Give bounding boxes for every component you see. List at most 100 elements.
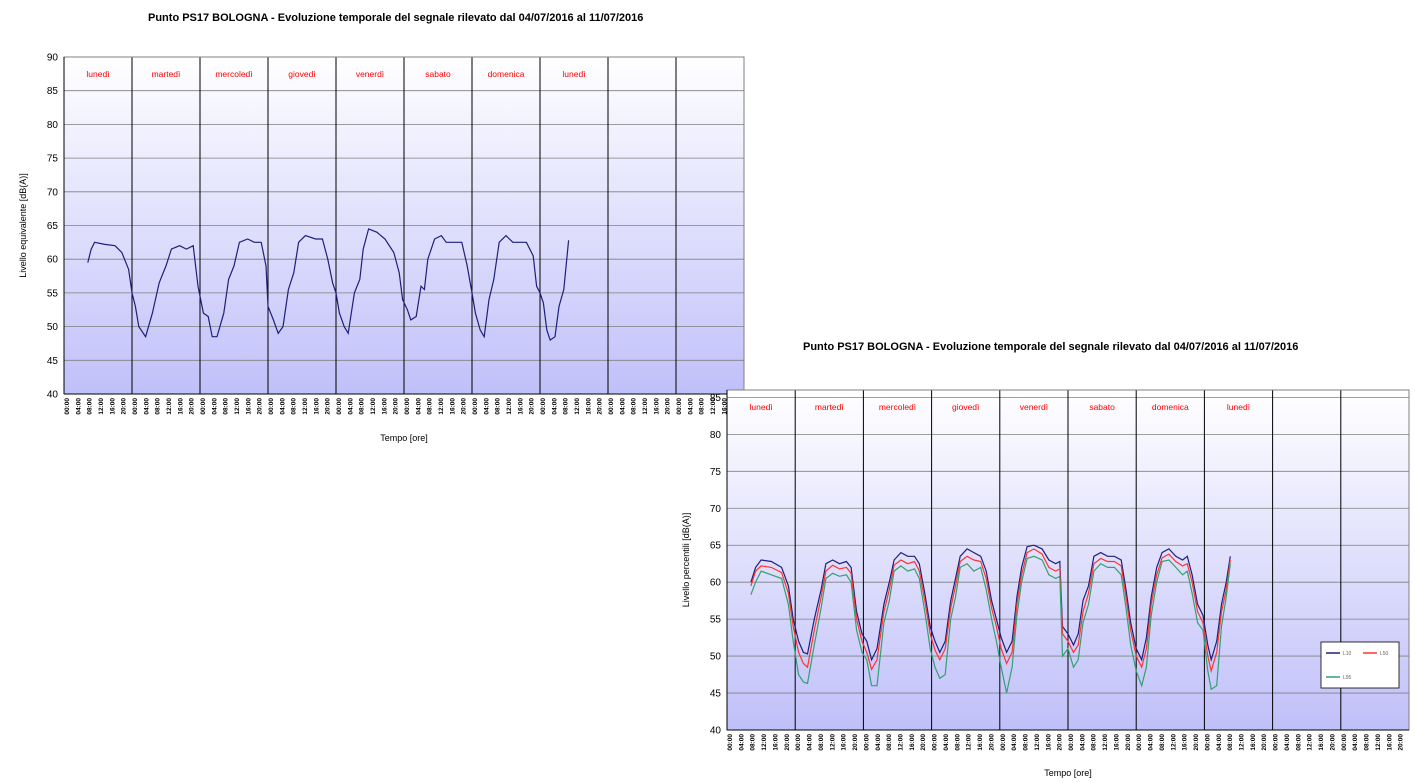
x-tick-label: 08:00 [223, 398, 230, 415]
x-tick-label: 04:00 [415, 398, 422, 415]
x-tick-label: 00:00 [863, 734, 870, 751]
day-label: sabato [425, 69, 451, 79]
legend-label: L95 [1343, 675, 1352, 681]
x-tick-label: 00:00 [1136, 734, 1143, 751]
x-tick-label: 16:00 [585, 398, 592, 415]
y-tick-label: 40 [47, 390, 59, 401]
x-tick-label: 12:00 [710, 398, 717, 415]
x-tick-label: 16:00 [245, 398, 252, 415]
x-tick-label: 08:00 [427, 398, 434, 415]
y-tick-label: 55 [47, 288, 59, 299]
x-tick-label: 12:00 [1034, 734, 1041, 751]
x-tick-label: 20:00 [920, 734, 927, 751]
x-tick-label: 16:00 [313, 398, 320, 415]
y-tick-label: 60 [710, 578, 722, 589]
x-tick-label: 04:00 [211, 398, 218, 415]
y-tick-label: 75 [710, 467, 722, 478]
y-axis-title: Livello equivalente [dB(A)] [18, 173, 28, 278]
day-label: domenica [1152, 402, 1189, 412]
y-tick-label: 80 [47, 120, 59, 131]
day-label: mercoledì [879, 402, 916, 412]
x-tick-label: 08:00 [1091, 734, 1098, 751]
x-tick-label: 04:00 [619, 398, 626, 415]
y-tick-label: 50 [710, 652, 722, 663]
chart2-title: Punto PS17 BOLOGNA - Evoluzione temporal… [803, 341, 1299, 353]
x-tick-label: 12:00 [898, 734, 905, 751]
x-tick-label: 08:00 [291, 398, 298, 415]
day-label: martedì [815, 402, 844, 412]
x-tick-label: 08:00 [87, 398, 94, 415]
y-tick-label: 45 [47, 356, 59, 367]
x-tick-label: 00:00 [1204, 734, 1211, 751]
day-label: lunedì [86, 69, 109, 79]
x-tick-label: 00:00 [64, 398, 71, 415]
x-tick-label: 00:00 [1273, 734, 1280, 751]
x-tick-label: 08:00 [155, 398, 162, 415]
x-tick-label: 08:00 [563, 398, 570, 415]
x-tick-label: 20:00 [1125, 734, 1132, 751]
x-tick-label: 12:00 [438, 398, 445, 415]
day-label: lunedì [1227, 402, 1250, 412]
x-tick-label: 12:00 [1170, 734, 1177, 751]
x-tick-label: 04:00 [1352, 734, 1359, 751]
x-tick-label: 20:00 [1329, 734, 1336, 751]
x-tick-label: 08:00 [954, 734, 961, 751]
x-tick-label: 08:00 [1364, 734, 1371, 751]
y-tick-label: 85 [710, 393, 722, 404]
x-tick-label: 04:00 [1079, 734, 1086, 751]
x-tick-label: 12:00 [234, 398, 241, 415]
series-line-L95 [750, 555, 1231, 694]
x-tick-label: 00:00 [676, 398, 683, 415]
legend: L10 L50 L95 [1320, 641, 1400, 689]
x-tick-label: 04:00 [75, 398, 82, 415]
x-tick-label: 16:00 [772, 734, 779, 751]
x-tick-label: 08:00 [1159, 734, 1166, 751]
x-tick-label: 16:00 [1182, 734, 1189, 751]
x-tick-label: 08:00 [1227, 734, 1234, 751]
x-tick-label: 00:00 [472, 398, 479, 415]
day-label: venerdì [356, 69, 384, 79]
day-label: domenica [488, 69, 525, 79]
y-tick-label: 80 [710, 430, 722, 441]
x-tick-label: 04:00 [551, 398, 558, 415]
x-tick-label: 20:00 [529, 398, 536, 415]
x-tick-label: 16:00 [1318, 734, 1325, 751]
x-tick-label: 00:00 [268, 398, 275, 415]
legend-box [1320, 641, 1400, 689]
x-tick-label: 04:00 [687, 398, 694, 415]
x-tick-label: 04:00 [143, 398, 150, 415]
x-tick-label: 20:00 [121, 398, 128, 415]
x-tick-label: 16:00 [449, 398, 456, 415]
x-tick-label: 20:00 [988, 734, 995, 751]
x-tick-label: 04:00 [1148, 734, 1155, 751]
x-tick-label: 12:00 [506, 398, 513, 415]
x-tick-label: 00:00 [132, 398, 139, 415]
chart-livello-equivalente: 40 45 50 55 60 65 70 75 80 85 90 lunedì martedì merco… [18, 53, 745, 443]
series-line-leq [87, 228, 570, 342]
x-tick-label: 08:00 [699, 398, 706, 415]
x-tick-label: 20:00 [1261, 734, 1268, 751]
x-tick-label: 16:00 [109, 398, 116, 415]
x-tick-label: 12:00 [302, 398, 309, 415]
x-tick-label: 08:00 [1295, 734, 1302, 751]
x-tick-label: 12:00 [642, 398, 649, 415]
x-tick-label: 16:00 [381, 398, 388, 415]
x-tick-label: 12:00 [1102, 734, 1109, 751]
series-line-L50 [750, 548, 1231, 674]
chart-livello-percentili: 40 45 50 55 60 65 70 75 80 85 lunedì martedì mercole… [681, 389, 1410, 778]
x-tick-label: 20:00 [461, 398, 468, 415]
y-tick-label: 65 [47, 221, 59, 232]
x-tick-label: 00:00 [540, 398, 547, 415]
day-label: lunedì [750, 402, 773, 412]
legend-label: L50 [1380, 651, 1389, 657]
y-tick-label: 85 [47, 86, 59, 97]
x-tick-label: 20:00 [1057, 734, 1064, 751]
y-tick-label: 60 [47, 255, 59, 266]
x-tick-label: 04:00 [279, 398, 286, 415]
x-tick-label: 20:00 [852, 734, 859, 751]
x-tick-label: 04:00 [807, 734, 814, 751]
y-tick-label: 70 [710, 504, 722, 515]
x-tick-label: 08:00 [631, 398, 638, 415]
x-tick-label: 00:00 [1000, 734, 1007, 751]
day-label: giovedì [288, 69, 315, 79]
